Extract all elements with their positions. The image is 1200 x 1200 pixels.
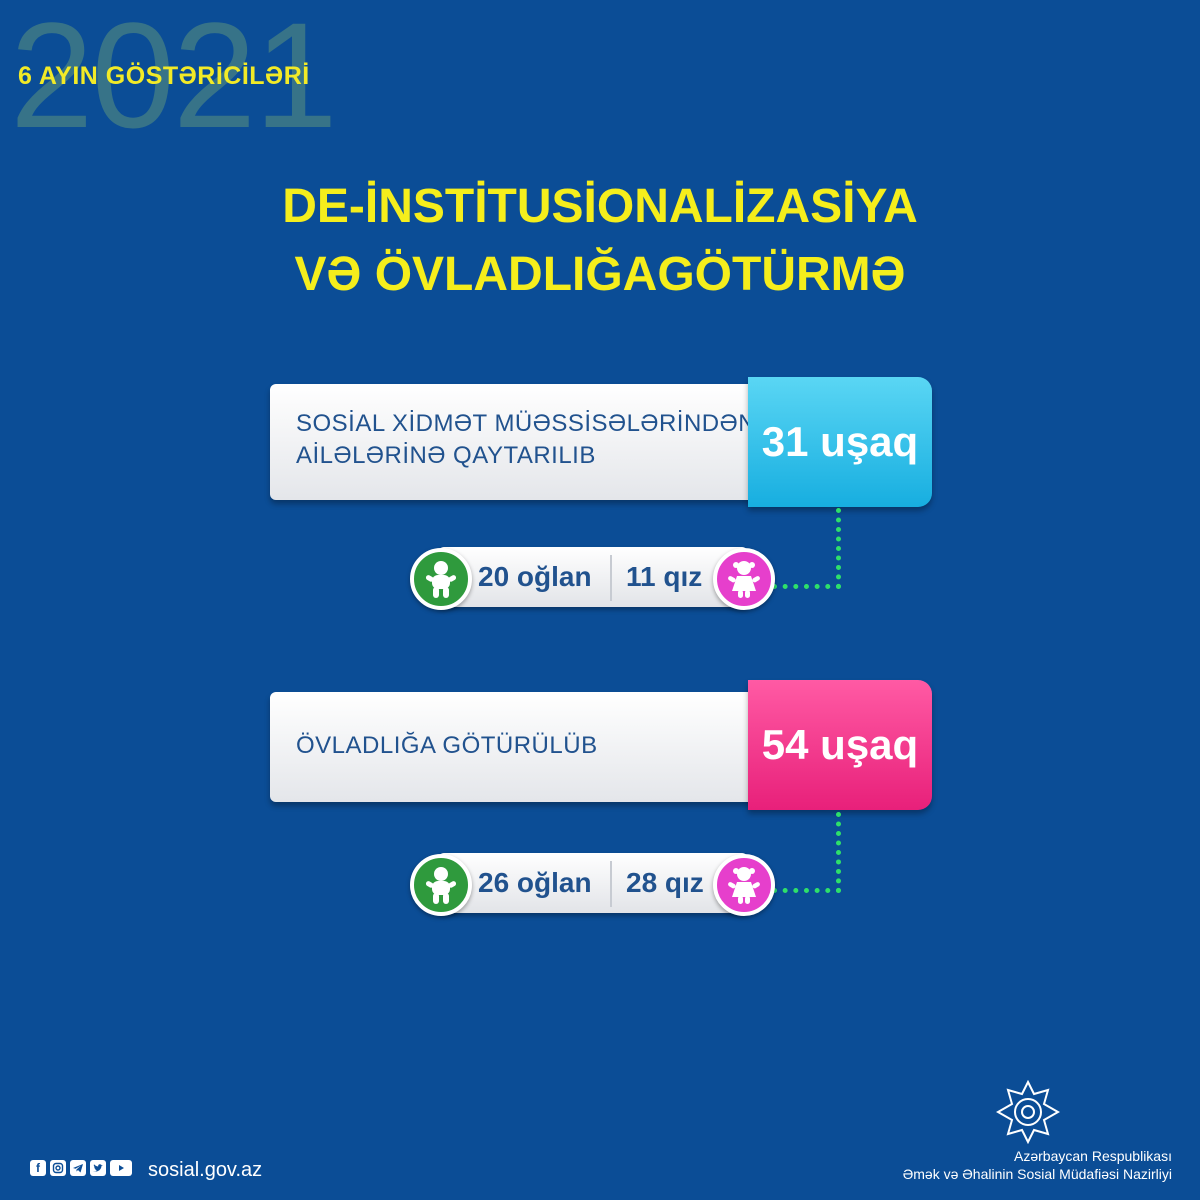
stat-value-returned: 31 uşaq	[748, 377, 932, 507]
title-line-1: DE-İNSTİTUSİONALİZASİYA	[282, 180, 918, 233]
social-links: f	[30, 1160, 132, 1176]
girl-icon	[713, 854, 775, 916]
girls-count: 11 qız	[626, 561, 703, 592]
boys-count: 26 oğlan	[478, 867, 592, 898]
divider	[610, 555, 612, 601]
girls-count: 28 qız	[626, 867, 704, 898]
telegram-icon[interactable]	[70, 1160, 86, 1176]
org-name-line-1: Azərbaycan Respublikası	[1014, 1148, 1172, 1164]
dotted-connector	[772, 812, 841, 893]
year-watermark: 2021	[10, 0, 338, 159]
gender-breakdown-adopted: 26 oğlan 28 qız	[438, 853, 748, 913]
stat-card-returned: SOSİAL XİDMƏT MÜƏSSİSƏLƏRİNDƏN AİLƏLƏRİN…	[270, 384, 830, 500]
ministry-emblem-icon	[995, 1079, 1061, 1149]
gender-breakdown-returned: 20 oğlan 11 qız	[438, 547, 748, 607]
twitter-icon[interactable]	[90, 1160, 106, 1176]
stat-label-line-2: AİLƏLƏRİNƏ QAYTARILIB	[296, 442, 596, 469]
stat-value-adopted: 54 uşaq	[748, 680, 932, 810]
girl-icon	[713, 548, 775, 610]
period-label: 6 AYIN GÖSTƏRİCİLƏRİ	[18, 62, 310, 90]
website-link[interactable]: sosial.gov.az	[148, 1159, 263, 1181]
boy-icon	[410, 548, 472, 610]
facebook-icon[interactable]: f	[30, 1160, 46, 1176]
stat-label: SOSİAL XİDMƏT MÜƏSSİSƏLƏRİNDƏN AİLƏLƏRİN…	[296, 408, 756, 472]
boy-icon	[410, 854, 472, 916]
stat-card-adopted: ÖVLADLIĞA GÖTÜRÜLÜB	[270, 692, 830, 802]
title-line-2: VƏ ÖVLADLIĞAGÖTÜRMƏ	[294, 248, 906, 301]
divider	[610, 861, 612, 907]
instagram-icon[interactable]	[50, 1160, 66, 1176]
stat-label: ÖVLADLIĞA GÖTÜRÜLÜB	[296, 732, 598, 759]
org-name-line-2: Əmək və Əhalinin Sosial Müdafiəsi Nazirl…	[902, 1166, 1172, 1182]
boys-count: 20 oğlan	[478, 561, 592, 592]
dotted-connector	[772, 508, 841, 589]
youtube-icon[interactable]	[110, 1160, 132, 1176]
stat-label-line-1: SOSİAL XİDMƏT MÜƏSSİSƏLƏRİNDƏN	[296, 410, 757, 437]
